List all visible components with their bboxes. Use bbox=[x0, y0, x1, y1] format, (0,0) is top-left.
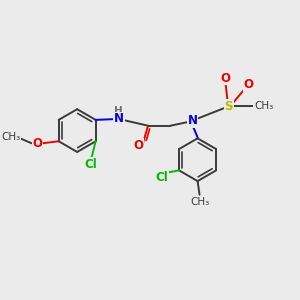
Text: CH₃: CH₃ bbox=[254, 101, 273, 111]
Text: O: O bbox=[243, 78, 253, 92]
Text: O: O bbox=[32, 137, 42, 150]
Text: N: N bbox=[188, 114, 198, 128]
Text: H: H bbox=[114, 106, 122, 116]
Text: Cl: Cl bbox=[155, 171, 168, 184]
Text: N: N bbox=[114, 112, 124, 125]
Text: CH₃: CH₃ bbox=[190, 197, 209, 207]
Text: S: S bbox=[224, 100, 233, 113]
Text: O: O bbox=[221, 72, 231, 85]
Text: O: O bbox=[133, 139, 143, 152]
Text: CH₃: CH₃ bbox=[2, 132, 21, 142]
Text: Cl: Cl bbox=[84, 158, 97, 171]
